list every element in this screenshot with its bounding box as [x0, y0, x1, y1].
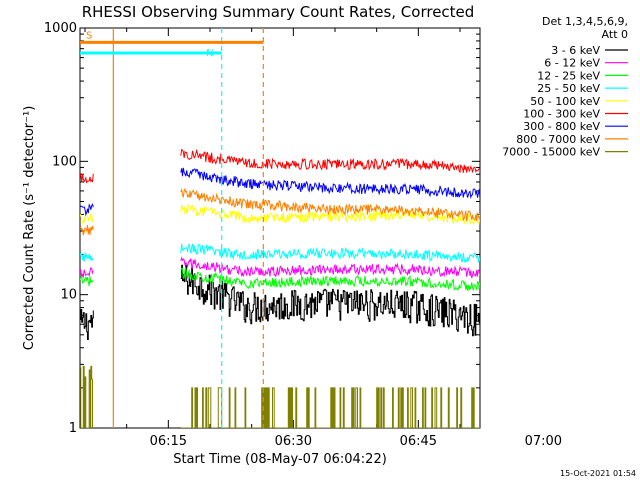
x-tick-label: 06:45 [400, 434, 437, 449]
series-line-8 [80, 365, 480, 428]
x-tick-label: 06:30 [275, 434, 312, 449]
series-line-4 [80, 204, 480, 226]
legend-label-7: 800 - 7000 keV [516, 133, 600, 146]
series-line-0 [80, 264, 480, 340]
x-tick-label: 07:00 [525, 434, 562, 449]
y-tick-label: 1 [69, 421, 77, 436]
legend-label-8: 7000 - 15000 keV [502, 146, 600, 159]
legend-label-1: 6 - 12 keV [544, 57, 600, 70]
legend-label-0: 3 - 6 keV [551, 44, 600, 57]
legend-label-6: 300 - 800 keV [523, 120, 600, 133]
data-layer [80, 148, 480, 428]
x-tick-label: 06:15 [150, 434, 187, 449]
flag-label-s: S [86, 30, 92, 41]
series-line-5 [80, 148, 480, 184]
y-tick-label: 100 [52, 154, 77, 169]
legend-label-5: 100 - 300 keV [523, 108, 600, 121]
y-tick-label: 10 [60, 288, 77, 303]
timestamp: 15-Oct-2021 01:54 [560, 469, 636, 478]
y-axis-label: Corrected Count Rate (s⁻¹ detector⁻¹) [22, 106, 37, 351]
x-axis-label: Start Time (08-May-07 06:04:22) [173, 452, 387, 467]
legend-header-2: Att 0 [602, 28, 628, 41]
series-line-3 [80, 243, 480, 263]
flag-label-n: N [206, 48, 213, 59]
legend-label-4: 50 - 100 keV [530, 95, 600, 108]
legend-label-3: 25 - 50 keV [537, 82, 600, 95]
series-line-1 [80, 256, 480, 279]
series-line-7 [80, 187, 480, 236]
y-tick-label: 1000 [44, 21, 77, 36]
series-line-6 [80, 167, 480, 217]
legend-label-2: 12 - 25 keV [537, 69, 600, 82]
chart-title: RHESSI Observing Summary Count Rates, Co… [82, 3, 475, 21]
legend-header-1: Det 1,3,4,5,6,9, [542, 15, 628, 28]
series-line-2 [80, 266, 480, 291]
